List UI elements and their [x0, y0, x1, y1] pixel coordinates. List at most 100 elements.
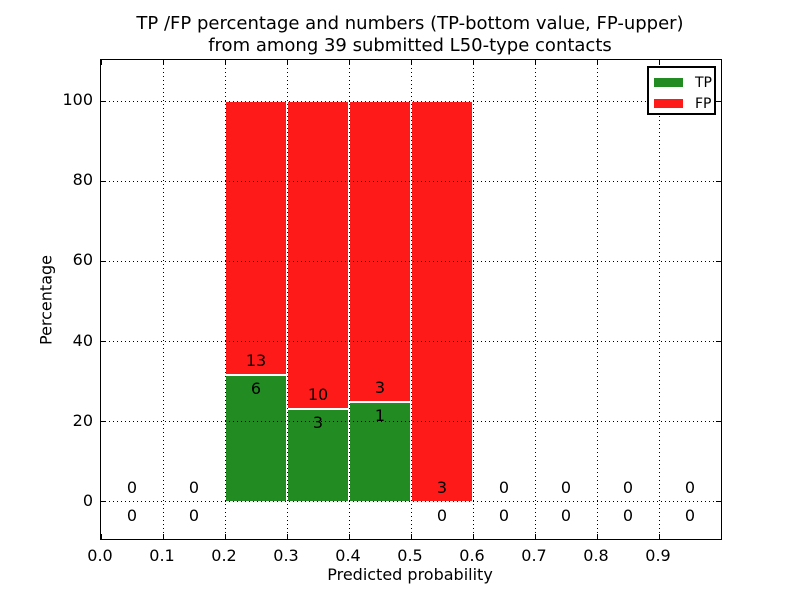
- x-tick-mark: [286, 534, 288, 539]
- annotation-tp-count: 0: [684, 505, 696, 525]
- chart-title-line2: from among 39 submitted L50-type contact…: [208, 35, 612, 56]
- x-tick-mark: [224, 534, 226, 539]
- gridline-vertical: [472, 60, 474, 539]
- x-tick-label: 0.2: [211, 546, 237, 565]
- annotation-fp-count: 13: [245, 351, 267, 371]
- gridline-vertical: [596, 60, 598, 539]
- annotation-fp-count: 0: [126, 477, 138, 497]
- gridline-vertical: [286, 60, 288, 539]
- gridline-vertical: [410, 60, 412, 539]
- tp-legend-swatch: [654, 78, 683, 87]
- legend-item-fp: FP: [654, 93, 714, 114]
- bar-tp-segment: [225, 375, 287, 502]
- y-tick-mark: [101, 341, 106, 343]
- y-tick-mark-right: [716, 421, 721, 423]
- annotation-tp-count: 0: [498, 505, 510, 525]
- y-tick-mark-right: [716, 100, 721, 102]
- annotation-tp-count: 0: [560, 505, 572, 525]
- y-tick-label: 60: [72, 250, 93, 270]
- x-tick-mark-top: [100, 60, 102, 65]
- chart-title-line1: TP /FP percentage and numbers (TP-bottom…: [136, 13, 684, 34]
- x-tick-label: 0.7: [521, 546, 547, 565]
- bar-fp-segment: [411, 101, 473, 502]
- grid-layer: [101, 60, 721, 539]
- x-tick-mark-top: [720, 60, 722, 65]
- annotation-tp-count: 6: [250, 379, 262, 399]
- annotation-tp-count: 0: [126, 505, 138, 525]
- x-tick-mark-top: [472, 60, 474, 65]
- x-tick-label: 0.4: [335, 546, 361, 565]
- x-tick-mark-top: [162, 60, 164, 65]
- ticks-layer: [100, 60, 722, 539]
- y-tick-label: 0: [82, 490, 93, 510]
- gridline-vertical: [162, 60, 164, 539]
- x-axis-label: Predicted probability: [327, 565, 493, 584]
- x-tick-mark-top: [286, 60, 288, 65]
- y-tick-mark-right: [716, 180, 721, 182]
- annotation-fp-count: 0: [622, 477, 634, 497]
- annotation-tp-count: 0: [436, 505, 448, 525]
- y-tick-label: 40: [72, 330, 93, 350]
- x-tick-mark: [720, 534, 722, 539]
- gridline-vertical: [534, 60, 536, 539]
- annotation-fp-count: 3: [374, 377, 386, 397]
- x-tick-label: 0.6: [459, 546, 485, 565]
- bar-fp-segment: [225, 101, 287, 376]
- x-tick-mark: [100, 534, 102, 539]
- x-tick-mark: [410, 534, 412, 539]
- y-tick-mark: [101, 180, 106, 182]
- annotations-layer: 0 0 0 0 13 6 10 3 3 1 3 0 0 0 0 0 0 0 0 0: [101, 60, 721, 539]
- y-tick-mark-right: [716, 341, 721, 343]
- x-tick-mark: [162, 534, 164, 539]
- x-tick-mark-top: [534, 60, 536, 65]
- legend-item-tp: TP: [654, 72, 714, 93]
- annotation-fp-count: 3: [436, 477, 448, 497]
- bar-tp-segment: [349, 401, 411, 502]
- y-tick-mark-right: [716, 260, 721, 262]
- chart-title: TP /FP percentage and numbers (TP-bottom…: [100, 13, 720, 57]
- y-tick-mark: [101, 100, 106, 102]
- x-tick-label: 0.1: [149, 546, 175, 565]
- annotation-tp-count: 0: [188, 505, 200, 525]
- legend: TP FP: [647, 66, 716, 115]
- x-tick-label: 0.0: [87, 546, 113, 565]
- annotation-fp-count: 0: [498, 477, 510, 497]
- x-tick-mark: [472, 534, 474, 539]
- x-tick-mark-top: [596, 60, 598, 65]
- x-tick-mark: [658, 534, 660, 539]
- annotation-tp-count: 1: [374, 405, 386, 425]
- x-tick-mark: [534, 534, 536, 539]
- annotation-fp-count: 0: [188, 477, 200, 497]
- annotation-fp-count: 0: [560, 477, 572, 497]
- tp-legend-label: TP: [695, 74, 712, 91]
- bar-fp-segment: [349, 101, 411, 402]
- x-tick-mark-top: [348, 60, 350, 65]
- y-tick-mark: [101, 501, 106, 503]
- plot-area: 0 0 0 0 13 6 10 3 3 1 3 0 0 0 0 0 0 0 0 0 TP FP: [100, 59, 722, 540]
- gridline-vertical: [348, 60, 350, 539]
- y-tick-mark: [101, 421, 106, 423]
- y-tick-mark-right: [716, 501, 721, 503]
- x-tick-label: 0.9: [645, 546, 671, 565]
- x-tick-mark: [348, 534, 350, 539]
- fp-legend-label: FP: [695, 95, 712, 112]
- bars-layer: [101, 60, 721, 539]
- x-tick-label: 0.3: [273, 546, 299, 565]
- gridline-vertical: [658, 60, 660, 539]
- annotation-tp-count: 0: [622, 505, 634, 525]
- fp-legend-swatch: [654, 99, 683, 108]
- x-tick-label: 0.8: [583, 546, 609, 565]
- x-tick-mark: [596, 534, 598, 539]
- x-tick-mark-top: [224, 60, 226, 65]
- annotation-fp-count: 10: [307, 385, 329, 405]
- x-tick-label: 0.5: [397, 546, 423, 565]
- gridline-vertical: [224, 60, 226, 539]
- bar-fp-segment: [287, 101, 349, 410]
- y-tick-label: 80: [72, 170, 93, 190]
- annotation-fp-count: 0: [684, 477, 696, 497]
- annotation-tp-count: 3: [312, 413, 324, 433]
- y-tick-label: 100: [62, 90, 93, 110]
- y-tick-mark: [101, 260, 106, 262]
- x-tick-mark-top: [658, 60, 660, 65]
